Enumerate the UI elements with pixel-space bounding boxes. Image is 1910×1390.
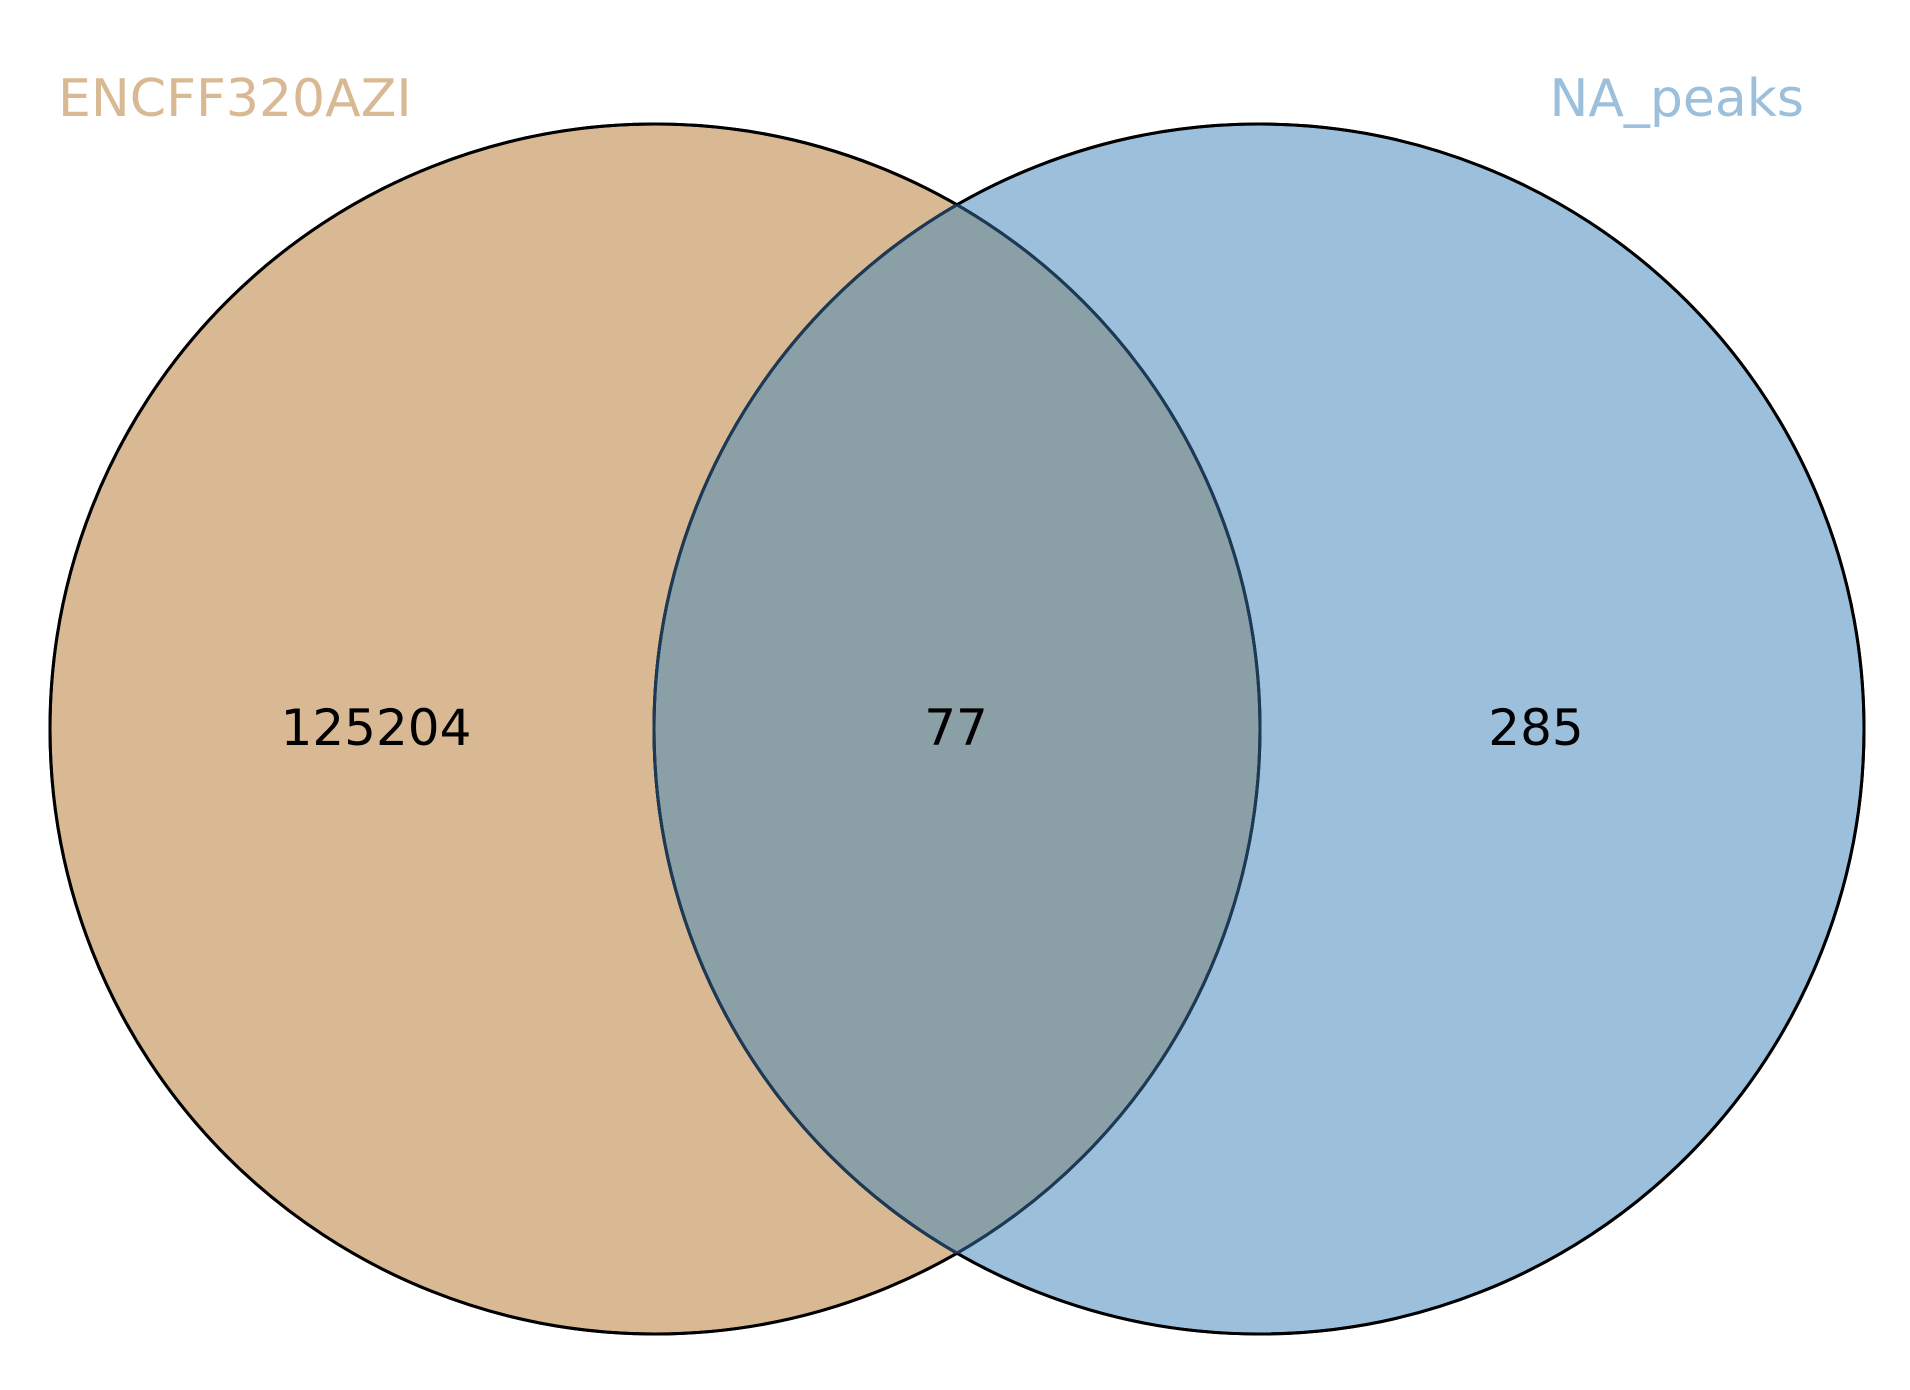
only-b-count: 285 [1488, 699, 1583, 757]
set-a-label: ENCFF320AZI [58, 69, 412, 129]
intersection-count: 77 [924, 699, 988, 757]
set-b-label: NA_peaks [1549, 69, 1804, 129]
only-a-count: 125204 [281, 699, 472, 757]
intersection-edge-a [654, 124, 1262, 1334]
intersection-edge-b [652, 124, 1260, 1334]
